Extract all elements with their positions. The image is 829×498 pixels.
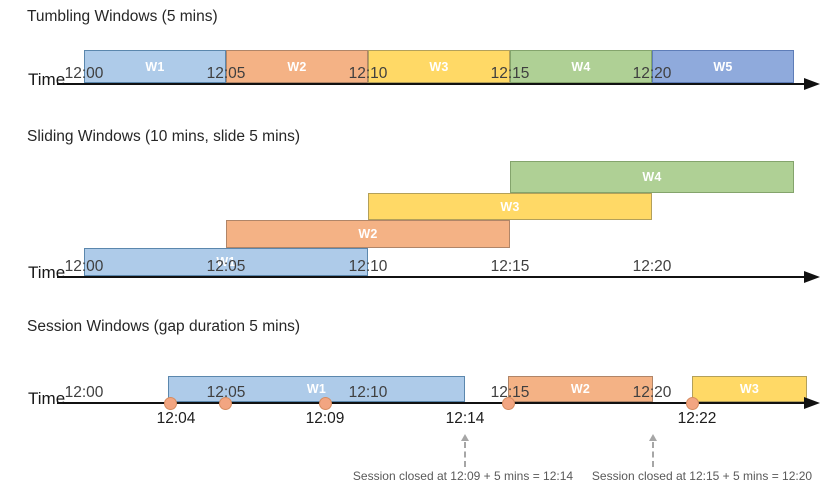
session-event-dot — [501, 397, 515, 410]
session-tick-12-20: 12:20 — [632, 384, 672, 401]
session-close-arrow-line — [464, 442, 466, 467]
session-tick-12-00: 12:00 — [64, 384, 104, 401]
tumbling-window-label: W2 — [287, 59, 307, 74]
sliding-axis-line — [57, 276, 809, 278]
sliding-section-title: Sliding Windows (10 mins, slide 5 mins) — [27, 128, 301, 145]
session-event-dot — [163, 397, 177, 410]
sliding-tick-12-20: 12:20 — [632, 258, 672, 275]
session-section-title: Session Windows (gap duration 5 mins) — [27, 318, 301, 335]
session-tick-12-05: 12:05 — [206, 384, 246, 401]
sliding-window-label: W2 — [358, 227, 378, 241]
sliding-axis-arrow-icon — [804, 271, 820, 283]
sliding-window-w1: W1 — [84, 248, 368, 276]
tumbling-window-w2: W2 — [226, 50, 368, 83]
tumbling-axis-line — [57, 83, 809, 85]
session-tick-12-15: 12:15 — [490, 384, 530, 401]
sliding-window-w2: W2 — [226, 220, 510, 248]
session-window-w2: W2 — [508, 376, 653, 402]
tumbling-window-label: W5 — [713, 59, 733, 74]
tumbling-tick-12-05: 12:05 — [206, 65, 246, 82]
tumbling-time-axis-label: Time — [28, 70, 66, 89]
sliding-window-label: W1 — [216, 255, 236, 269]
session-time-axis-label: Time — [28, 389, 66, 408]
tumbling-window-label: W1 — [145, 59, 165, 74]
session-window-label: W1 — [306, 382, 327, 396]
session-close-arrow-icon — [649, 434, 657, 441]
tumbling-tick-12-10: 12:10 — [348, 65, 388, 82]
sliding-tick-12-05: 12:05 — [206, 258, 246, 275]
session-close-arrow-icon — [461, 434, 469, 441]
sliding-window-label: W3 — [500, 199, 520, 214]
session-axis-line — [57, 402, 809, 404]
tumbling-window-w4: W4 — [510, 50, 652, 83]
session-event-time-label: 12:04 — [156, 410, 196, 427]
session-event-time-label: 12:09 — [305, 410, 345, 427]
session-window-label: W3 — [739, 382, 760, 396]
tumbling-tick-12-00: 12:00 — [64, 65, 104, 82]
session-event-time-label: 12:14 — [445, 410, 485, 427]
session-event-dot — [218, 397, 232, 410]
session-window-w1: W1 — [168, 376, 465, 402]
session-window-w3: W3 — [692, 376, 807, 402]
session-event-dot — [685, 397, 699, 410]
tumbling-window-w1: W1 — [84, 50, 226, 83]
session-tick-12-10: 12:10 — [348, 384, 388, 401]
session-event-dot — [318, 397, 332, 410]
tumbling-section-title: Tumbling Windows (5 mins) — [27, 8, 218, 25]
session-close-arrow-line — [652, 442, 654, 467]
session-close-annotation: Session closed at 12:15 + 5 mins = 12:20 — [591, 469, 813, 483]
tumbling-window-w3: W3 — [368, 50, 510, 83]
sliding-window-label: W4 — [642, 170, 662, 184]
tumbling-axis-arrow-icon — [804, 78, 820, 90]
session-event-time-label: 12:22 — [677, 410, 717, 427]
tumbling-tick-12-15: 12:15 — [490, 65, 530, 82]
sliding-tick-12-15: 12:15 — [490, 258, 530, 275]
tumbling-window-w5: W5 — [652, 50, 794, 83]
session-close-annotation: Session closed at 12:09 + 5 mins = 12:14 — [352, 469, 574, 483]
session-axis-arrow-icon — [804, 397, 820, 409]
sliding-window-w3: W3 — [368, 193, 652, 220]
session-window-label: W2 — [570, 382, 591, 396]
tumbling-tick-12-20: 12:20 — [632, 65, 672, 82]
sliding-tick-12-10: 12:10 — [348, 258, 388, 275]
sliding-window-w4: W4 — [510, 161, 794, 193]
tumbling-window-label: W4 — [571, 59, 591, 74]
sliding-tick-12-00: 12:00 — [64, 258, 104, 275]
sliding-time-axis-label: Time — [28, 263, 66, 282]
tumbling-window-label: W3 — [429, 59, 449, 74]
